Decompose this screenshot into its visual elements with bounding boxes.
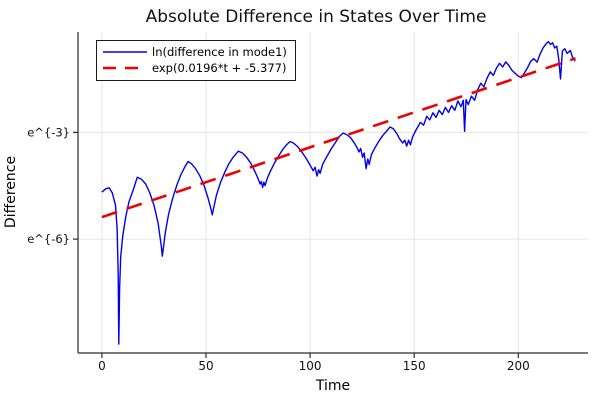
legend-label-series1: ln(difference in mode1) (152, 45, 287, 59)
legend-label-series2: exp(0.0196*t + -5.377) (152, 61, 286, 75)
x-tick-label: 100 (299, 359, 322, 373)
series-line-1 (101, 40, 576, 345)
y-axis-label: Difference (3, 156, 19, 228)
series-line-2 (101, 57, 576, 219)
x-axis-label: Time (315, 378, 350, 394)
legend: ln(difference in mode1) exp(0.0196*t + -… (96, 40, 296, 81)
legend-box (96, 40, 296, 81)
x-tick-label: 200 (507, 359, 530, 373)
x-tick-label: 150 (403, 359, 426, 373)
y-tick-label: e^{-3} (27, 125, 70, 139)
chart-title: Absolute Difference in States Over Time (146, 7, 487, 27)
x-tick-label: 50 (198, 359, 213, 373)
y-tick-label: e^{-6} (27, 232, 70, 246)
series-layer (101, 40, 576, 345)
x-tick-label: 0 (98, 359, 106, 373)
grid-layer: 0 50 100 150 200 e^{-3} e^{-6} (27, 32, 588, 373)
